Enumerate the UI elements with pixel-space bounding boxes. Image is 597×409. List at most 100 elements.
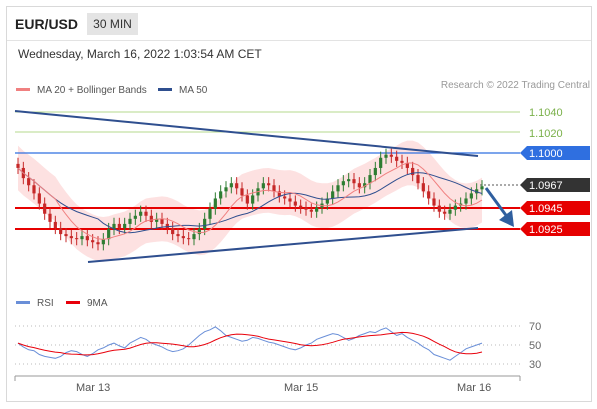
candle-body xyxy=(267,183,271,186)
candle-body xyxy=(261,183,265,189)
ma50-line xyxy=(17,167,483,234)
candle-body xyxy=(299,205,303,208)
candle-body xyxy=(379,157,383,168)
candle-body xyxy=(411,167,415,176)
rsi-swatch xyxy=(16,300,30,304)
rsi-label-30: 30 xyxy=(529,359,541,371)
upper-trendline xyxy=(14,110,479,157)
timeframe-badge[interactable]: 30 MIN xyxy=(87,13,138,35)
candle-body xyxy=(421,183,425,192)
candle-body xyxy=(272,185,276,192)
rsi-label-50: 50 xyxy=(529,340,541,352)
bollinger-band-area xyxy=(18,140,482,262)
candle-body xyxy=(37,193,41,204)
candle-body xyxy=(245,195,249,204)
candle-body xyxy=(69,236,73,239)
candle-body xyxy=(219,191,223,199)
credit-text: Research © 2022 Trading Central xyxy=(440,80,590,91)
rsi-legend: RSI xyxy=(16,298,54,309)
candle-body xyxy=(363,183,367,188)
x-label-mar13: Mar 13 xyxy=(76,382,110,394)
candle-body xyxy=(384,154,388,158)
candle-body xyxy=(187,238,191,240)
candle-body xyxy=(96,242,100,245)
candle-body xyxy=(203,218,207,229)
x-label-mar15: Mar 15 xyxy=(284,382,318,394)
ma9-legend-label: 9MA xyxy=(87,298,108,309)
symbol-title: EUR/USD xyxy=(15,16,79,32)
candle-body xyxy=(48,213,52,222)
candle-body xyxy=(192,234,196,240)
candle-body xyxy=(357,183,361,188)
candle-body xyxy=(368,175,372,184)
candle-body xyxy=(293,201,297,206)
candle-body xyxy=(27,178,31,186)
candle-body xyxy=(309,209,313,212)
candle-body xyxy=(181,236,185,239)
candle-body xyxy=(283,196,287,199)
ma20-legend-label: MA 20 + Bollinger Bands xyxy=(37,85,147,96)
candle-body xyxy=(336,185,340,192)
candle-body xyxy=(80,236,84,240)
datetime-label: Wednesday, March 16, 2022 1:03:54 AM CET xyxy=(18,47,262,61)
svg-text:1.1000: 1.1000 xyxy=(529,148,563,160)
candle-body xyxy=(43,203,47,214)
candle-body xyxy=(53,221,57,228)
candle-body xyxy=(101,239,105,245)
candle-body xyxy=(304,207,308,210)
candle-body xyxy=(448,209,452,214)
candle-body xyxy=(453,205,457,210)
candle-body xyxy=(325,198,329,204)
candle-body xyxy=(315,207,319,212)
ma9-swatch xyxy=(66,300,80,304)
svg-text:1.0925: 1.0925 xyxy=(529,224,563,236)
candle-body xyxy=(171,227,175,235)
candle-body xyxy=(347,179,351,182)
level-tag-10945: 1.0945 xyxy=(520,201,590,215)
x-label-mar16: Mar 16 xyxy=(457,382,491,394)
candle-body xyxy=(133,215,137,219)
current-price-tag: 1.0967 xyxy=(520,178,590,192)
level-label-1104: 1.1040 xyxy=(529,107,563,119)
candle-body xyxy=(480,186,484,190)
ma50-swatch xyxy=(158,87,172,91)
candle-body xyxy=(277,191,281,197)
candle-body xyxy=(224,187,228,192)
candle-body xyxy=(59,227,63,235)
candle-body xyxy=(123,223,127,228)
candle-body xyxy=(395,156,399,161)
candle-body xyxy=(235,183,239,189)
rsi-line xyxy=(17,326,483,361)
candle-body xyxy=(208,208,212,219)
rsi-legend-label: RSI xyxy=(37,298,54,309)
candle-body xyxy=(469,193,473,199)
candle-body xyxy=(64,234,68,237)
candle-body xyxy=(144,211,148,216)
candle-body xyxy=(85,236,89,241)
candle-body xyxy=(165,223,169,228)
ma50-legend-label: MA 50 xyxy=(179,85,208,96)
candle-body xyxy=(117,223,121,228)
forecast-arrow-icon xyxy=(484,187,514,227)
candle-body xyxy=(112,223,116,229)
ma20-swatch xyxy=(16,87,30,91)
candle-body xyxy=(160,218,164,224)
level-tag-1100: 1.1000 xyxy=(520,146,590,160)
candle-body xyxy=(32,185,36,194)
candle-body xyxy=(75,238,79,240)
candle-body xyxy=(139,211,143,216)
candle-body xyxy=(427,191,431,199)
candle-body xyxy=(464,198,468,204)
level-tag-10925: 1.0925 xyxy=(520,222,590,236)
chart-header: EUR/USD 30 MIN xyxy=(7,7,591,41)
bollinger-bands xyxy=(18,140,482,262)
candle-body xyxy=(107,229,111,240)
candle-body xyxy=(331,191,335,199)
ma20-legend: MA 20 + Bollinger Bands xyxy=(16,85,147,96)
candle-body xyxy=(405,162,409,168)
candle-body xyxy=(16,163,20,168)
candle-body xyxy=(416,175,420,184)
candle-body xyxy=(240,188,244,196)
candle-body xyxy=(437,205,441,212)
svg-text:1.0967: 1.0967 xyxy=(529,180,563,192)
